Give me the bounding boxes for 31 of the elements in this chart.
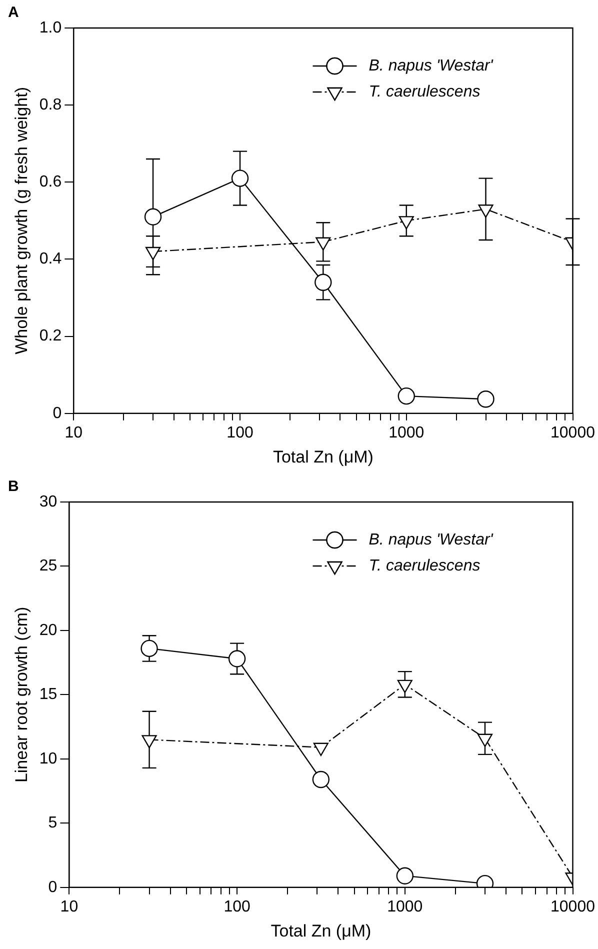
y-tick-label: 0 (48, 878, 58, 896)
x-tick-label: 10 (64, 424, 83, 442)
chart-title: A (8, 4, 19, 22)
y-tick-label: 15 (39, 686, 58, 704)
x-tick-label: 10000 (550, 424, 596, 442)
y-axis-title: Whole plant growth (g fresh weight) (12, 86, 31, 354)
legend-label: T. caerulescens (368, 557, 480, 574)
x-tick-label: 1000 (387, 898, 423, 916)
y-tick-label: 0.2 (39, 328, 62, 345)
y-tick-label: 20 (39, 622, 58, 639)
y-tick-label: 25 (39, 558, 58, 575)
x-axis-title: Total Zn (μM) (270, 921, 372, 940)
x-tick-label: 10000 (550, 898, 596, 916)
x-tick-label: 10 (60, 898, 78, 916)
y-tick-label: 1.0 (39, 19, 62, 36)
x-axis-title: Total Zn (μM) (272, 447, 374, 466)
legend-label: B. napus 'Westar' (368, 531, 494, 548)
y-tick-label: 0 (52, 404, 62, 422)
y-axis-title: Linear root growth (cm) (12, 606, 31, 783)
x-tick-label: 100 (224, 898, 250, 916)
x-tick-label: 1000 (388, 424, 424, 442)
legend-label: B. napus 'Westar' (368, 57, 494, 74)
y-tick-label: 10 (39, 750, 58, 768)
y-tick-label: 30 (39, 493, 58, 510)
x-tick-label: 100 (226, 424, 254, 442)
y-tick-label: 0.4 (39, 250, 62, 268)
chart-title: B (8, 478, 19, 496)
y-tick-label: 0.6 (39, 174, 62, 191)
legend-label: T. caerulescens (368, 83, 480, 100)
y-tick-label: 0.8 (39, 96, 62, 114)
y-tick-label: 5 (48, 814, 58, 832)
